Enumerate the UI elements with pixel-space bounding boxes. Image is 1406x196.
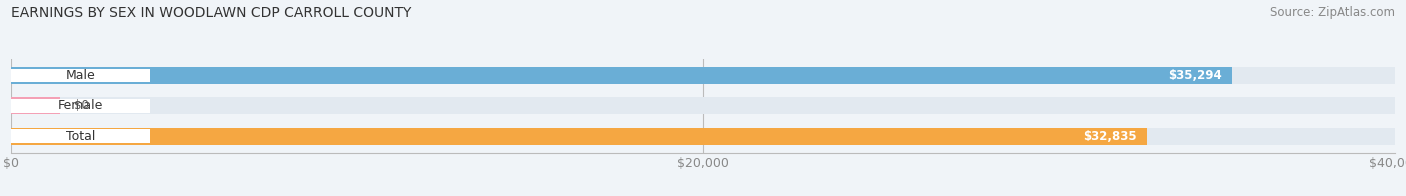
Bar	[11, 97, 59, 114]
Text: Total: Total	[66, 130, 96, 143]
Text: Source: ZipAtlas.com: Source: ZipAtlas.com	[1270, 6, 1395, 19]
Bar	[11, 67, 1232, 84]
Bar	[11, 128, 1395, 144]
Bar	[11, 97, 1395, 114]
Text: $32,835: $32,835	[1083, 130, 1136, 143]
Bar	[11, 128, 1147, 144]
Bar	[11, 69, 149, 82]
Text: EARNINGS BY SEX IN WOODLAWN CDP CARROLL COUNTY: EARNINGS BY SEX IN WOODLAWN CDP CARROLL …	[11, 6, 412, 20]
Bar	[11, 67, 1395, 84]
Text: Female: Female	[58, 99, 103, 112]
Bar	[11, 99, 149, 113]
Bar	[11, 129, 149, 143]
Text: $35,294: $35,294	[1168, 69, 1222, 82]
Text: Male: Male	[66, 69, 96, 82]
Text: $0: $0	[73, 99, 89, 112]
